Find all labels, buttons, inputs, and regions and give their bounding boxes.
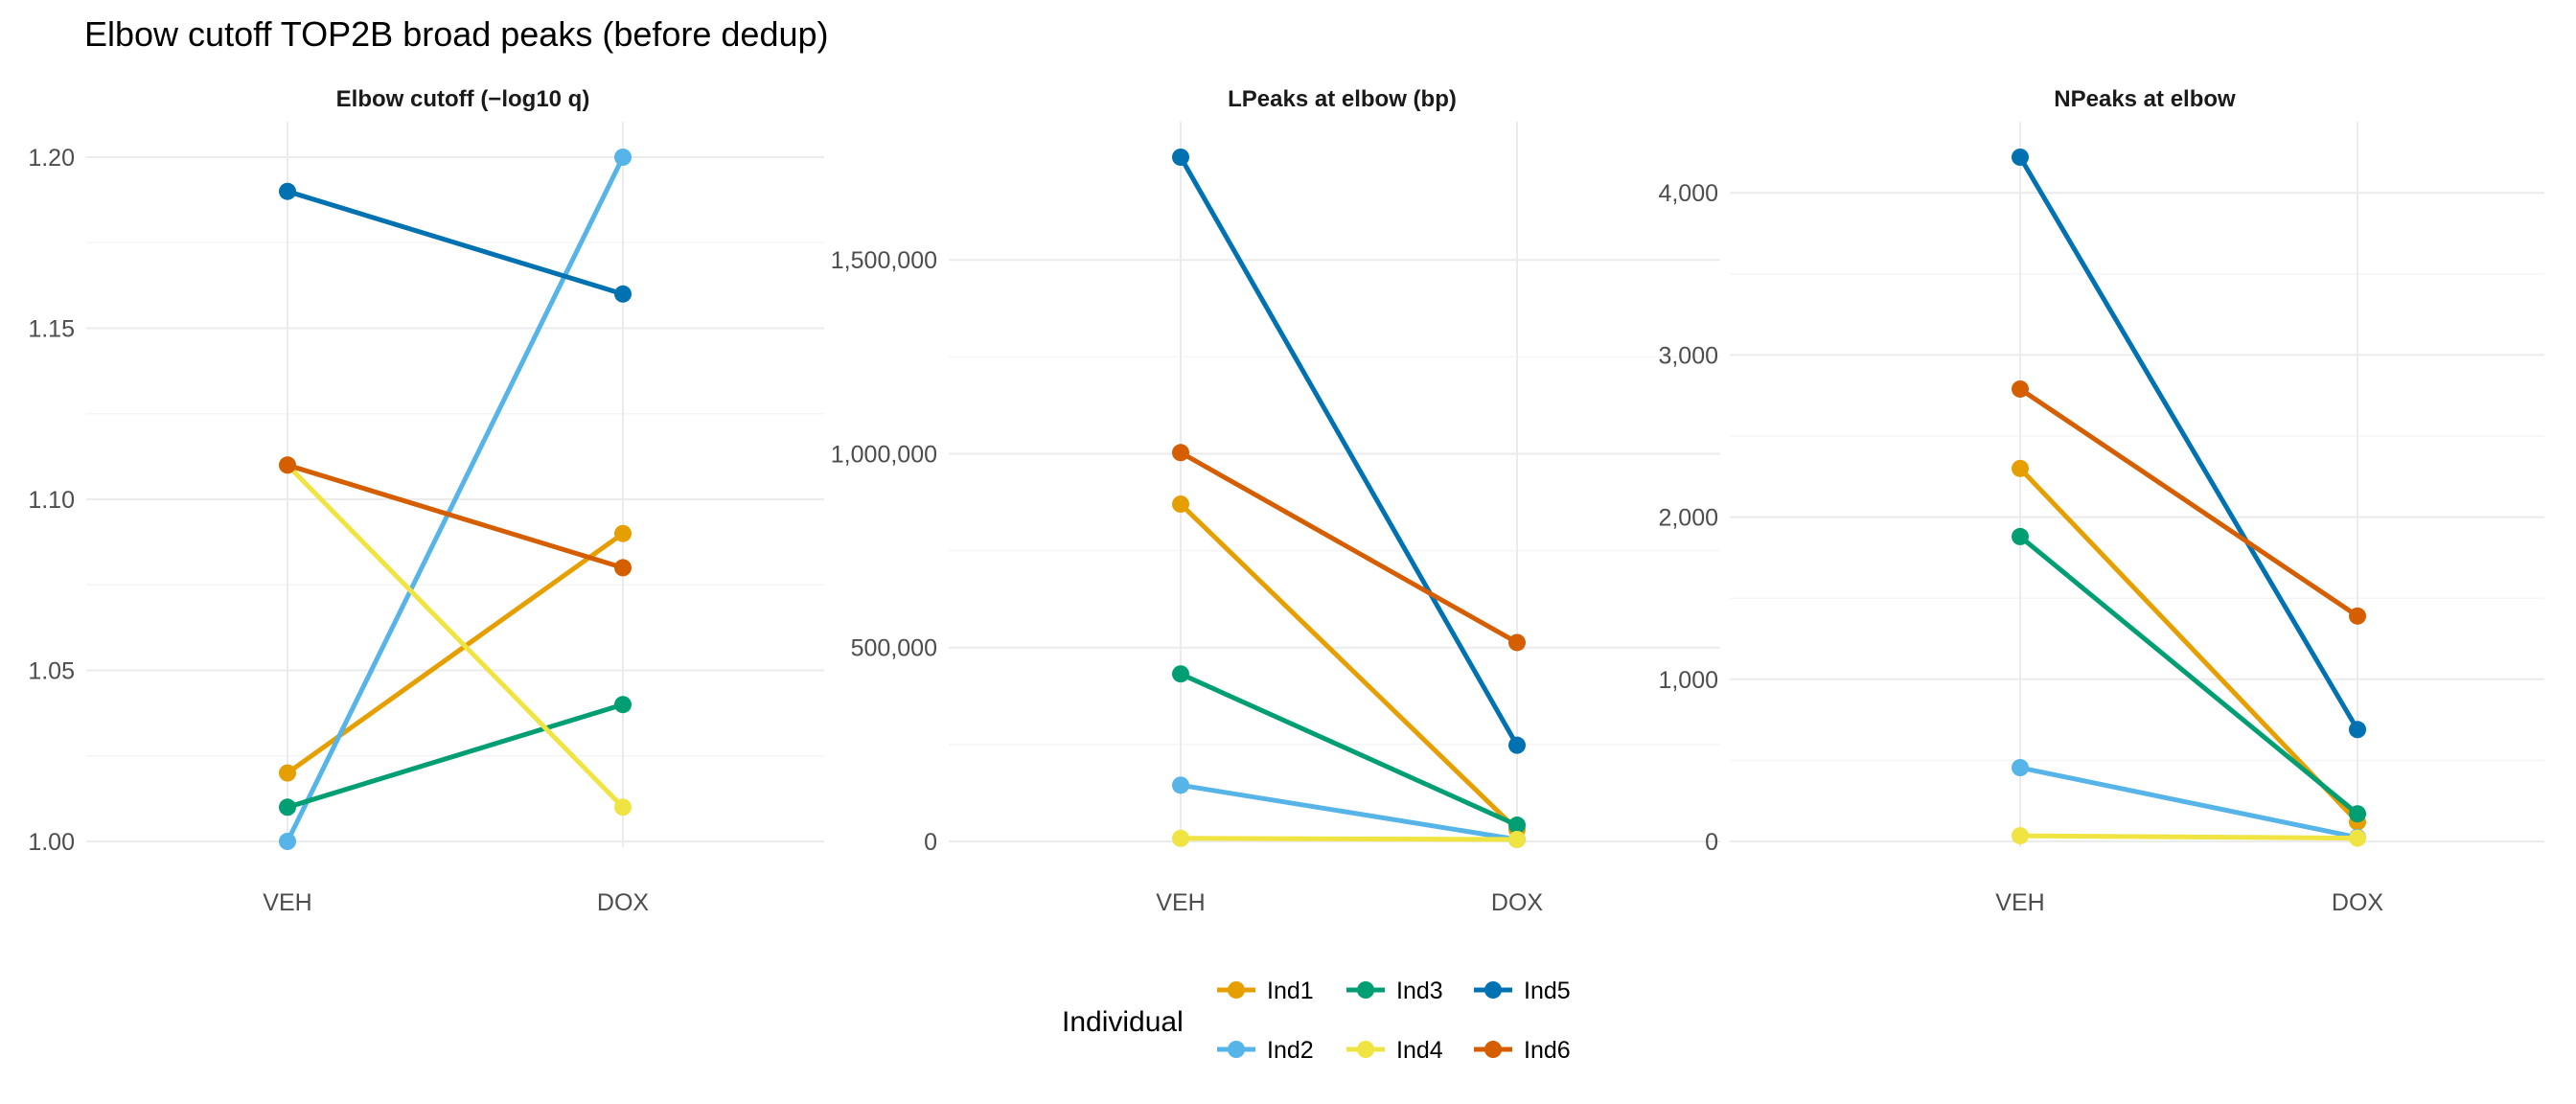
legend-key-ind4: Ind4 xyxy=(1346,1037,1443,1064)
y-tick-label: 3,000 xyxy=(1658,342,1718,369)
data-point-ind2 xyxy=(2012,759,2029,777)
data-point-ind6 xyxy=(2349,607,2366,625)
legend-key-point xyxy=(1484,981,1502,999)
legend-key-ind6: Ind6 xyxy=(1474,1037,1571,1064)
data-point-ind3 xyxy=(279,798,296,816)
y-tick-label: 1,000 xyxy=(1658,667,1718,694)
data-point-ind3 xyxy=(1508,816,1526,835)
series-line-ind5 xyxy=(285,189,626,297)
series-line-ind5 xyxy=(2017,154,2360,732)
data-point-ind6 xyxy=(1508,633,1526,652)
data-point-ind6 xyxy=(2012,380,2029,398)
data-point-ind4 xyxy=(614,798,632,816)
series-line-ind6 xyxy=(2017,386,2360,619)
series-line-ind4 xyxy=(1178,836,1520,842)
x-tick-label: VEH xyxy=(1156,889,1205,916)
legend: Individual Ind1 Ind3 Ind5 Ind2 Ind4 Ind6 xyxy=(1062,978,1571,1064)
series-line-ind4 xyxy=(285,462,626,810)
data-point-ind4 xyxy=(2349,829,2366,847)
facet-panel-2: 0 500,000 1,000,000 1,500,000 VEH DOX LPeaks a… xyxy=(831,86,1720,916)
data-point-ind1 xyxy=(279,764,296,782)
y-tick-label: 1.10 xyxy=(28,487,75,514)
legend-label: Ind5 xyxy=(1524,978,1571,1004)
x-tick-label: VEH xyxy=(1995,889,2044,916)
data-point-ind5 xyxy=(279,182,296,200)
data-point-ind2 xyxy=(1172,776,1189,794)
series-line-ind2 xyxy=(1178,782,1520,842)
legend-label: Ind6 xyxy=(1524,1037,1571,1064)
series-line-ind6 xyxy=(285,462,626,570)
y-tick-label: 1,500,000 xyxy=(831,247,937,274)
series-line-ind2 xyxy=(285,154,626,844)
series-line-ind2 xyxy=(2017,765,2360,840)
data-point-ind3 xyxy=(1172,665,1189,683)
facet-title: Elbow cutoff (−log10 q) xyxy=(336,86,590,112)
data-point-ind2 xyxy=(614,149,632,166)
legend-key-point xyxy=(1357,1041,1374,1058)
legend-title: Individual xyxy=(1062,1006,1184,1038)
series-line-ind3 xyxy=(285,702,626,810)
facet-panels: 1.00 1.05 1.10 1.15 1.20 VEH DOX Elbow cutoff (… xyxy=(28,86,2544,916)
series-line-ind3 xyxy=(2017,534,2360,816)
legend-key-point xyxy=(1357,981,1374,999)
y-tick-label: 500,000 xyxy=(851,635,937,662)
x-tick-label: DOX xyxy=(597,889,650,916)
legend-label: Ind1 xyxy=(1267,978,1314,1004)
legend-key-ind1: Ind1 xyxy=(1217,978,1314,1004)
legend-key-point xyxy=(1228,1041,1245,1058)
legend-key-ind5: Ind5 xyxy=(1474,978,1571,1004)
data-point-ind5 xyxy=(2012,149,2029,166)
facet-panel-3: 0 1,000 2,000 3,000 4,000 VEH DOX NPeaks at elb… xyxy=(1658,86,2544,916)
data-point-ind5 xyxy=(1172,149,1189,166)
legend-key-ind3: Ind3 xyxy=(1346,978,1443,1004)
series-line-ind3 xyxy=(1178,671,1520,828)
facet-panel-1: 1.00 1.05 1.10 1.15 1.20 VEH DOX Elbow cutoff (… xyxy=(28,86,824,916)
y-tick-label: 1.15 xyxy=(28,316,75,343)
series-line-ind6 xyxy=(1178,449,1520,645)
legend-key-ind2: Ind2 xyxy=(1217,1037,1314,1064)
data-point-ind2 xyxy=(279,833,296,850)
facet-title: NPeaks at elbow xyxy=(2054,86,2236,112)
chart-title: Elbow cutoff TOP2B broad peaks (before d… xyxy=(84,14,829,54)
data-point-ind6 xyxy=(279,456,296,474)
data-point-ind6 xyxy=(614,559,632,577)
data-point-ind3 xyxy=(2349,805,2366,823)
y-tick-label: 0 xyxy=(1705,829,1718,856)
data-point-ind1 xyxy=(614,524,632,542)
series-line-ind1 xyxy=(2017,466,2360,825)
legend-label: Ind3 xyxy=(1396,978,1443,1004)
y-tick-label: 1.20 xyxy=(28,145,75,172)
legend-key-point xyxy=(1228,981,1245,999)
x-tick-label: VEH xyxy=(263,889,311,916)
legend-label: Ind2 xyxy=(1267,1037,1314,1064)
y-tick-label: 4,000 xyxy=(1658,180,1718,207)
data-point-ind1 xyxy=(1172,495,1189,514)
y-tick-label: 0 xyxy=(924,829,937,856)
data-point-ind5 xyxy=(2349,721,2366,739)
facet-title: LPeaks at elbow (bp) xyxy=(1228,86,1457,112)
x-tick-label: DOX xyxy=(1491,889,1544,916)
series-line-ind4 xyxy=(2017,833,2360,841)
y-tick-label: 1.00 xyxy=(28,829,75,856)
legend-key-point xyxy=(1484,1041,1502,1058)
data-point-ind5 xyxy=(1508,736,1526,754)
series-line-ind1 xyxy=(285,531,626,776)
data-point-ind1 xyxy=(2012,459,2029,477)
y-tick-label: 2,000 xyxy=(1658,505,1718,532)
data-point-ind5 xyxy=(614,285,632,303)
data-point-ind6 xyxy=(1172,444,1189,462)
legend-label: Ind4 xyxy=(1396,1037,1443,1064)
y-tick-label: 1.05 xyxy=(28,658,75,685)
data-point-ind4 xyxy=(1172,829,1189,847)
data-point-ind4 xyxy=(1508,830,1526,848)
y-tick-label: 1,000,000 xyxy=(831,441,937,468)
data-point-ind3 xyxy=(2012,527,2029,545)
data-point-ind3 xyxy=(614,696,632,714)
data-point-ind4 xyxy=(2012,827,2029,845)
series-line-ind5 xyxy=(1178,154,1520,748)
series-line-ind1 xyxy=(1178,501,1520,833)
x-tick-label: DOX xyxy=(2332,889,2384,916)
